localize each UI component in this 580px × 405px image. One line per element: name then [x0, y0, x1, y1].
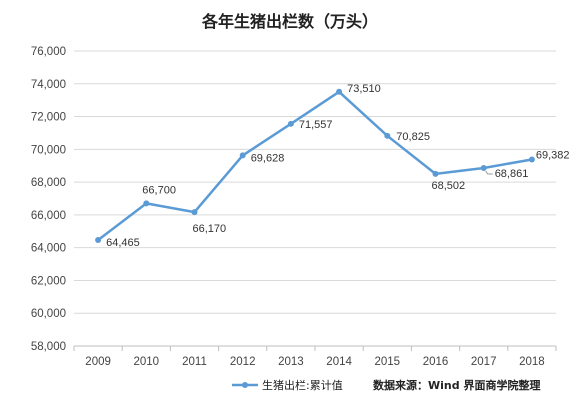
series-line: [96, 90, 534, 242]
x-tick-label: 2009: [85, 356, 111, 368]
x-tick-label: 2016: [423, 356, 449, 368]
data-label: 68,502: [432, 180, 466, 192]
y-tick-label: 70,000: [31, 144, 66, 156]
data-point: [239, 152, 246, 159]
x-tick-label: 2011: [182, 356, 207, 368]
x-tick-label: 2013: [278, 356, 304, 368]
data-label: 64,465: [106, 237, 140, 249]
data-point: [95, 237, 102, 244]
data-point: [432, 170, 439, 177]
y-tick-label: 60,000: [31, 308, 66, 320]
x-tick-label: 2015: [375, 356, 401, 368]
data-point: [384, 132, 391, 139]
y-tick-label: 72,000: [31, 112, 66, 124]
data-point: [528, 156, 535, 163]
x-tick-label: 2010: [134, 356, 160, 368]
y-tick-label: 58,000: [31, 341, 66, 353]
chart-title: 各年生猪出栏数（万头）: [201, 12, 378, 31]
data-label: 66,700: [142, 184, 176, 196]
y-tick-label: 68,000: [31, 177, 66, 189]
x-tick-label: 2014: [326, 356, 352, 368]
series: [95, 88, 535, 244]
data-label: 66,170: [193, 223, 227, 235]
source-note: 数据来源：Wind 界面商学院整理: [373, 378, 540, 392]
data-labels: 64,465 66,700 66,170 69,628 71,557 73,510 70,8…: [106, 83, 569, 249]
data-point: [287, 120, 294, 127]
gridlines: [74, 50, 556, 314]
data-point: [480, 165, 487, 172]
data-label: 69,628: [251, 152, 285, 164]
legend-series-name: 生猪出栏:累计值: [262, 378, 343, 392]
x-tick-label: 2012: [230, 356, 256, 368]
y-axis: 58,000 60,000 62,000 64,000 66,000 68,000 70,0…: [31, 46, 66, 353]
y-tick-label: 62,000: [31, 275, 66, 287]
data-label-leader: [485, 170, 493, 175]
data-label: 70,825: [396, 131, 430, 143]
y-tick-label: 74,000: [31, 79, 66, 91]
data-label: 71,557: [299, 119, 333, 131]
data-point: [336, 88, 343, 95]
data-label: 69,382: [536, 149, 570, 161]
x-tick-label: 2018: [519, 356, 545, 368]
data-point: [191, 209, 198, 216]
data-point: [143, 200, 150, 207]
legend-swatch-marker: [242, 382, 248, 388]
y-tick-label: 64,000: [31, 243, 66, 255]
legend: 生猪出栏:累计值: [232, 378, 343, 392]
y-tick-label: 76,000: [31, 46, 66, 58]
data-label: 73,510: [347, 83, 381, 95]
y-tick-label: 66,000: [31, 210, 66, 222]
x-axis: 2009 2010 2011 2012 2013 2014 2015 2016 2017 2018: [73, 345, 557, 368]
data-label: 68,861: [495, 168, 529, 180]
x-tick-label: 2017: [471, 356, 497, 368]
